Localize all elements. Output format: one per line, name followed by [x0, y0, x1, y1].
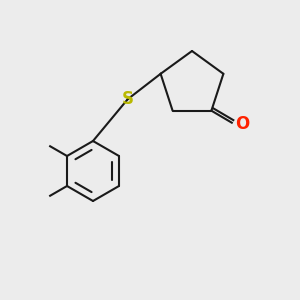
Text: O: O: [236, 115, 250, 133]
Text: S: S: [122, 90, 134, 108]
